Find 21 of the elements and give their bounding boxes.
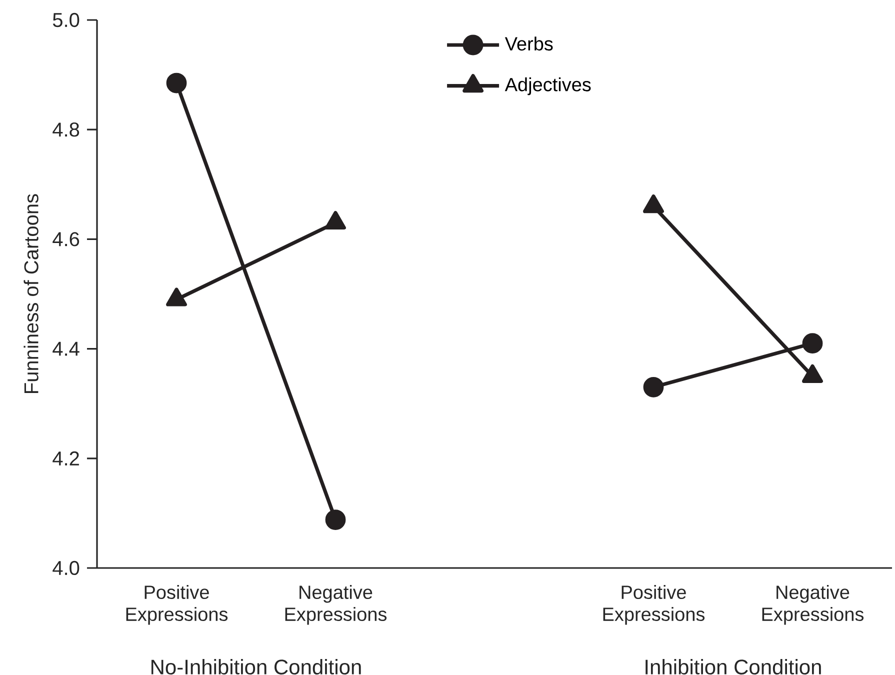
y-tick-label: 4.8 (52, 122, 80, 137)
x-tick-label: Positive Expressions (126, 585, 228, 625)
x-tick-label: Negative Expressions (285, 585, 387, 625)
y-tick-label: 4.6 (52, 232, 80, 246)
text: Inhibition Condition (646, 659, 821, 674)
x-tick-label: Positive Expressions (603, 585, 705, 625)
legend-label: Verbs (504, 36, 553, 51)
text: No-Inhibition Condition (152, 659, 361, 674)
point (643, 194, 664, 214)
point (643, 376, 664, 398)
x-tick-label: Negative Expressions (762, 585, 864, 625)
legend-label: Adjectives (504, 77, 591, 96)
y-axis-title: Funniness of Cartoons (24, 194, 38, 393)
y-tick-label: 5.0 (52, 12, 80, 28)
y-tick-label: 4.2 (52, 451, 79, 466)
point (325, 510, 346, 530)
point (802, 333, 823, 354)
point (325, 210, 346, 230)
point (166, 288, 187, 306)
y-tick-label: 4.4 (52, 342, 80, 356)
y-tick-label: 4.0 (52, 560, 80, 576)
